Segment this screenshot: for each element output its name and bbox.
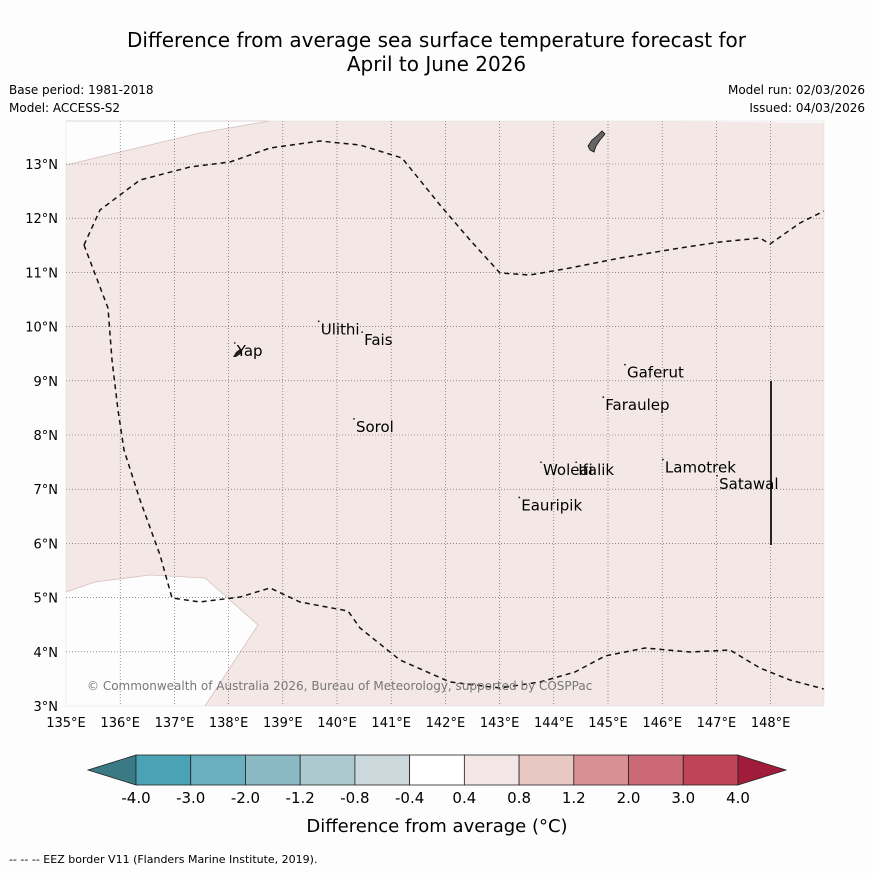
colorbar: -4.0 -3.0 -2.0 -1.2 -0.8 -0.4 0.4 0.8 1.2 2.0 3.0 4…: [86, 754, 788, 807]
meta-right: Model run: 02/03/2026 Issued: 04/03/2026: [728, 81, 865, 117]
place-marker: [575, 461, 578, 464]
colorbar-tick-label: -0.8: [340, 789, 369, 807]
place-marker: [361, 331, 363, 334]
copyright-text: © Commonwealth of Australia 2026, Bureau…: [87, 679, 592, 693]
place-marker: [353, 417, 355, 420]
place-marker: [602, 396, 605, 399]
colorbar-segment: [409, 754, 465, 786]
colorbar-segment: [190, 754, 246, 786]
lat-tick-label: 5°N: [34, 592, 59, 607]
colorbar-segment: [628, 754, 684, 786]
place-marker: [662, 458, 664, 461]
colorbar-extend-high: [737, 754, 788, 786]
lon-tick-label: 147°E: [697, 716, 737, 731]
colorbar-segment: [245, 754, 301, 786]
colorbar-tick-label: 0.4: [452, 789, 476, 807]
colorbar-segment: [299, 754, 356, 786]
title-line-1: Difference from average sea surface temp…: [126, 28, 746, 52]
place-label: Eauripik: [521, 496, 582, 514]
model-run: Model run: 02/03/2026: [727, 83, 865, 97]
graticule: [66, 121, 824, 706]
eez-border: [83, 140, 825, 276]
lon-tick-label: 143°E: [480, 716, 520, 731]
colorbar-segment: [135, 754, 192, 786]
meta-left: Base period: 1981-2018 Model: ACCESS-S2: [9, 81, 154, 117]
base-period: Base period: 1981-2018: [9, 83, 154, 97]
colorbar-tick-label: -4.0: [121, 789, 150, 807]
lat-tick-label: 12°N: [25, 212, 58, 227]
colorbar-tick-label: -3.0: [176, 789, 205, 807]
place-label: Yap: [236, 342, 263, 360]
lon-tick-label: 138°E: [209, 716, 249, 731]
lat-tick-label: 8°N: [34, 429, 59, 444]
colorbar-segment: [682, 754, 739, 786]
no-data-region-south: [66, 575, 258, 706]
colorbar-tick-label: -0.4: [395, 789, 424, 807]
model-name: Model: ACCESS-S2: [9, 101, 121, 115]
lat-tick-label: 10°N: [25, 321, 58, 336]
lat-tick-label: 7°N: [34, 483, 59, 498]
colorbar-segment: [573, 754, 629, 786]
colorbar-tick-label: 2.0: [617, 789, 641, 807]
lat-tick-label: 4°N: [34, 646, 59, 661]
guam-island: [587, 130, 606, 153]
place-marker: [624, 363, 626, 366]
colorbar-tick-label: 4.0: [726, 789, 750, 807]
lon-tick-label: 145°E: [588, 716, 628, 731]
no-data-region-north: [66, 121, 270, 165]
lat-tick-label: 11°N: [25, 266, 58, 281]
colorbar-segment: [518, 754, 575, 786]
lon-tick-label: 146°E: [642, 716, 682, 731]
lon-tick-label: 137°E: [155, 716, 195, 731]
axis-tick-labels: 135°E 136°E 137°E 138°E 139°E 140°E 141°E 142°E…: [25, 158, 790, 731]
footer-note: -- -- -- EEZ border V11 (Flanders Marine…: [9, 853, 318, 866]
place-marker: [233, 342, 236, 344]
lon-tick-label: 142°E: [426, 716, 466, 731]
colorbar-tick-label: 0.8: [507, 789, 531, 807]
place-marker: [518, 496, 521, 499]
place-label: Fais: [364, 331, 393, 349]
title-line-2: April to June 2026: [346, 52, 527, 76]
issued-date: Issued: 04/03/2026: [749, 101, 865, 115]
colorbar-segment: [463, 754, 520, 786]
lat-tick-label: 13°N: [25, 158, 58, 173]
place-label: Ulithi: [321, 320, 360, 338]
chart-title: Difference from average sea surface temp…: [0, 28, 873, 76]
colorbar-segment: [354, 754, 411, 786]
lon-tick-label: 139°E: [263, 716, 303, 731]
place-label: Faraulep: [605, 396, 669, 414]
lat-tick-label: 3°N: [34, 700, 59, 715]
lon-tick-label: 144°E: [534, 716, 574, 731]
lat-tick-label: 6°N: [34, 537, 59, 552]
place-label: Woleai: [543, 461, 593, 479]
lat-tick-label: 9°N: [34, 375, 59, 390]
place-label: Lamotrek: [665, 459, 736, 477]
place-marker: [317, 320, 320, 323]
lon-tick-label: 148°E: [751, 716, 791, 731]
lon-tick-label: 140°E: [317, 716, 357, 731]
lon-tick-label: 135°E: [46, 716, 86, 731]
place-label: Gaferut: [627, 364, 684, 382]
colorbar-label: Difference from average (°C): [306, 816, 567, 837]
place-label: Satawal: [719, 475, 778, 493]
place-label: Sorol: [356, 418, 394, 436]
place-label: Ifalik: [578, 461, 614, 479]
colorbar-tick-label: -1.2: [286, 789, 315, 807]
colorbar-tick-label: 3.0: [671, 789, 695, 807]
lon-tick-label: 141°E: [371, 716, 411, 731]
lon-tick-label: 136°E: [100, 716, 140, 731]
colorbar-extend-low: [86, 754, 137, 786]
eez-border-west: [83, 244, 825, 690]
colorbar-tick-label: -2.0: [231, 789, 260, 807]
place-marker: [540, 461, 542, 464]
yap-island: [233, 349, 242, 357]
colorbar-tick-label: 1.2: [562, 789, 586, 807]
place-marker: [716, 474, 719, 477]
